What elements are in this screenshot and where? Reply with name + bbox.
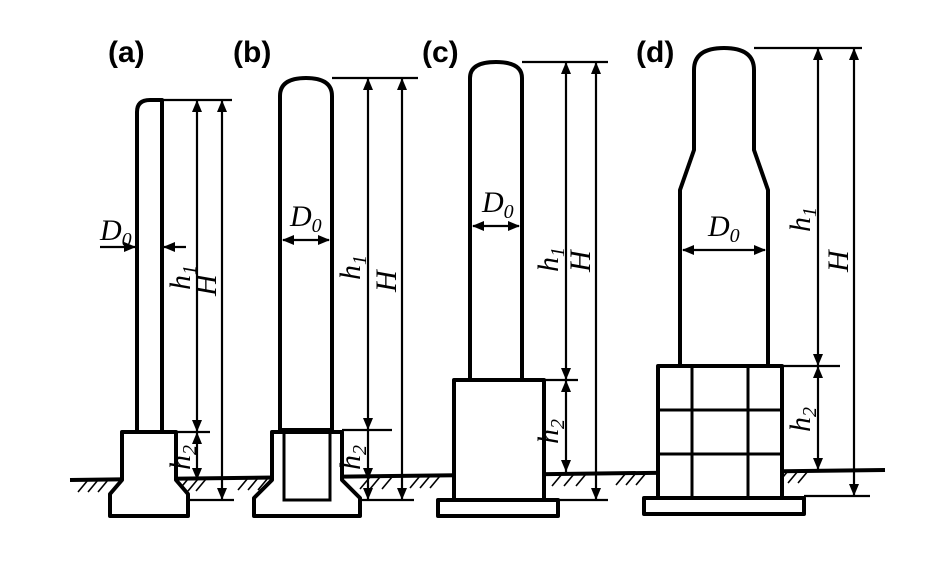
panel-d-column	[678, 46, 770, 368]
svg-text:h1: h1	[164, 265, 201, 290]
panel-d: D0 h1 H h2	[642, 46, 870, 516]
panel-b-label: (b)	[233, 36, 271, 69]
panel-d-pedestal	[656, 364, 784, 500]
svg-text:h2: h2	[784, 407, 821, 432]
svg-text:H: H	[822, 248, 855, 273]
panel-c-base-plate	[436, 498, 560, 518]
panel-c-h1-label: h1	[532, 247, 569, 272]
panel-c-diameter-label: D0	[481, 186, 514, 223]
panel-b-total-label: H	[370, 268, 403, 293]
panel-a: D0 h1 H h2	[99, 98, 234, 518]
svg-text:h1: h1	[784, 207, 821, 232]
panel-d-base-plate	[642, 496, 806, 516]
panel-b-diameter-label: D0	[289, 200, 322, 237]
svg-text:h2: h2	[164, 445, 201, 470]
panel-a-h1-label: h1	[164, 265, 201, 290]
panel-b-h2-label: h2	[334, 445, 371, 470]
panel-b-foundation	[252, 430, 362, 518]
panel-d-total-label: H	[822, 248, 855, 273]
panel-c-label: (c)	[422, 36, 459, 69]
panel-b-h1-label: h1	[334, 255, 371, 280]
panel-a-total-label: H	[190, 272, 223, 297]
panel-a-column	[135, 98, 164, 434]
panel-b-column	[278, 76, 334, 432]
panel-c: D0 h1 H h2	[436, 60, 608, 518]
svg-text:h1: h1	[334, 255, 371, 280]
panel-c-pedestal	[452, 378, 546, 502]
panel-c-column	[468, 60, 524, 382]
panel-d-h2-label: h2	[784, 407, 821, 432]
panel-d-label: (d)	[636, 36, 674, 69]
panel-b: D0 h1 H h2	[252, 76, 418, 518]
panel-c-total-label: H	[564, 248, 597, 273]
panel-d-diameter-label: D0	[707, 210, 740, 247]
panel-c-h2-label: h2	[532, 419, 569, 444]
svg-text:H: H	[564, 248, 597, 273]
svg-text:H: H	[370, 268, 403, 293]
svg-text:h2: h2	[334, 445, 371, 470]
panel-a-h2-label: h2	[164, 445, 201, 470]
panel-d-pedestal-grid	[658, 366, 782, 498]
svg-text:H: H	[190, 272, 223, 297]
panel-d-h1-label: h1	[784, 207, 821, 232]
panel-a-diameter-label: D0	[99, 214, 132, 251]
svg-text:h1: h1	[532, 247, 569, 272]
svg-text:h2: h2	[532, 419, 569, 444]
panel-a-label: (a)	[108, 36, 145, 69]
panel-a-foundation	[108, 430, 190, 518]
